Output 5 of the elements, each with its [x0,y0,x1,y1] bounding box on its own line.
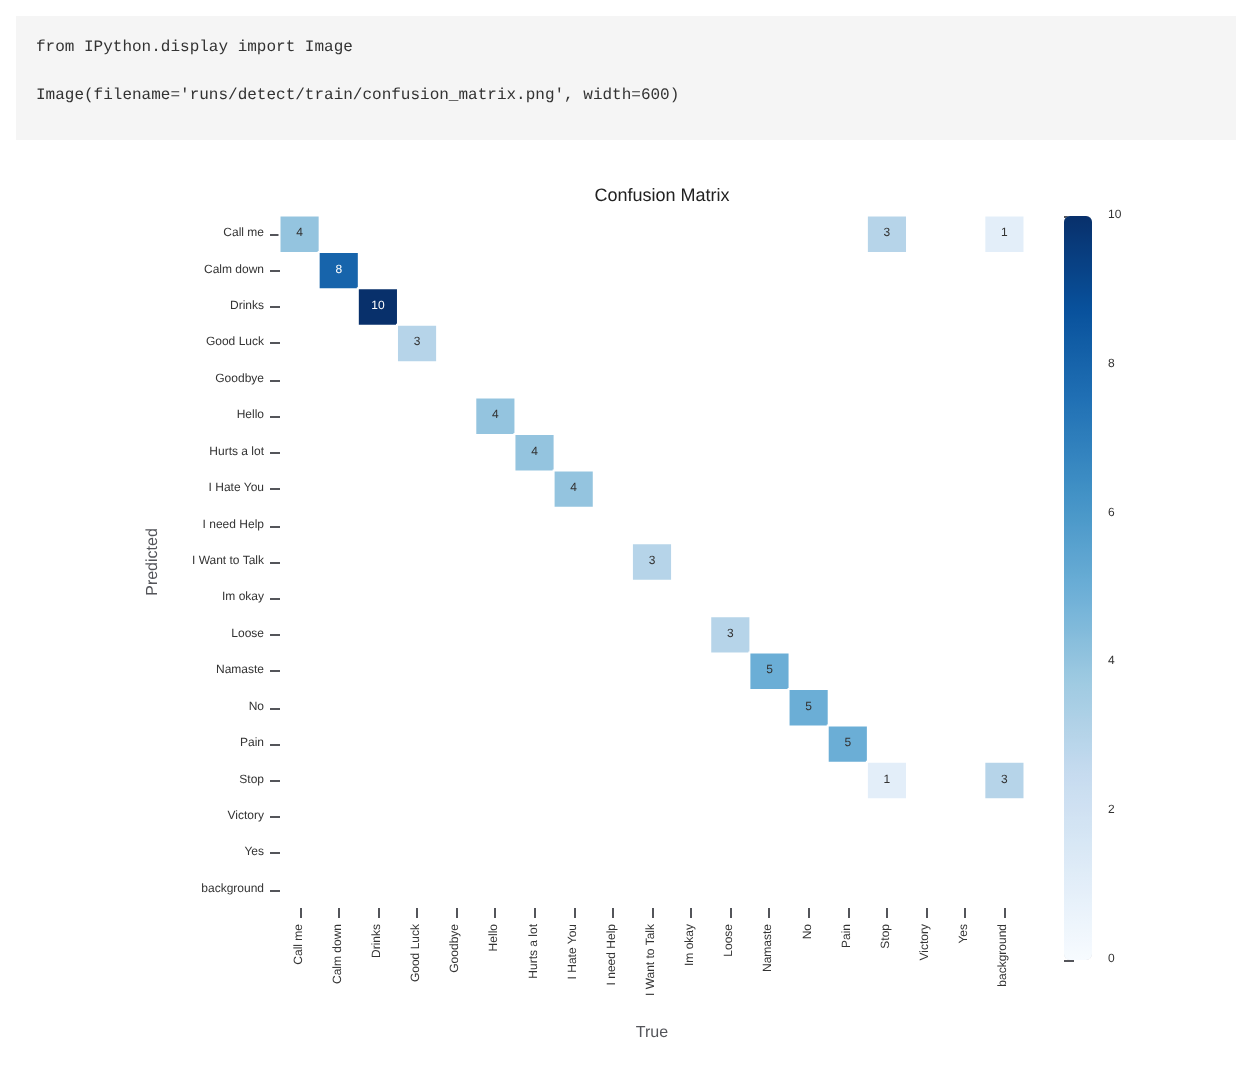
y-axis-title: Predicted [143,528,161,596]
chart-title: Confusion Matrix [594,185,731,205]
text: Image(filename='runs/detect/train/confusion_matrix.png', width=600) [36,87,680,105]
text: from IPython.display import Image [36,39,354,57]
x-axis-title: True [635,1023,670,1041]
